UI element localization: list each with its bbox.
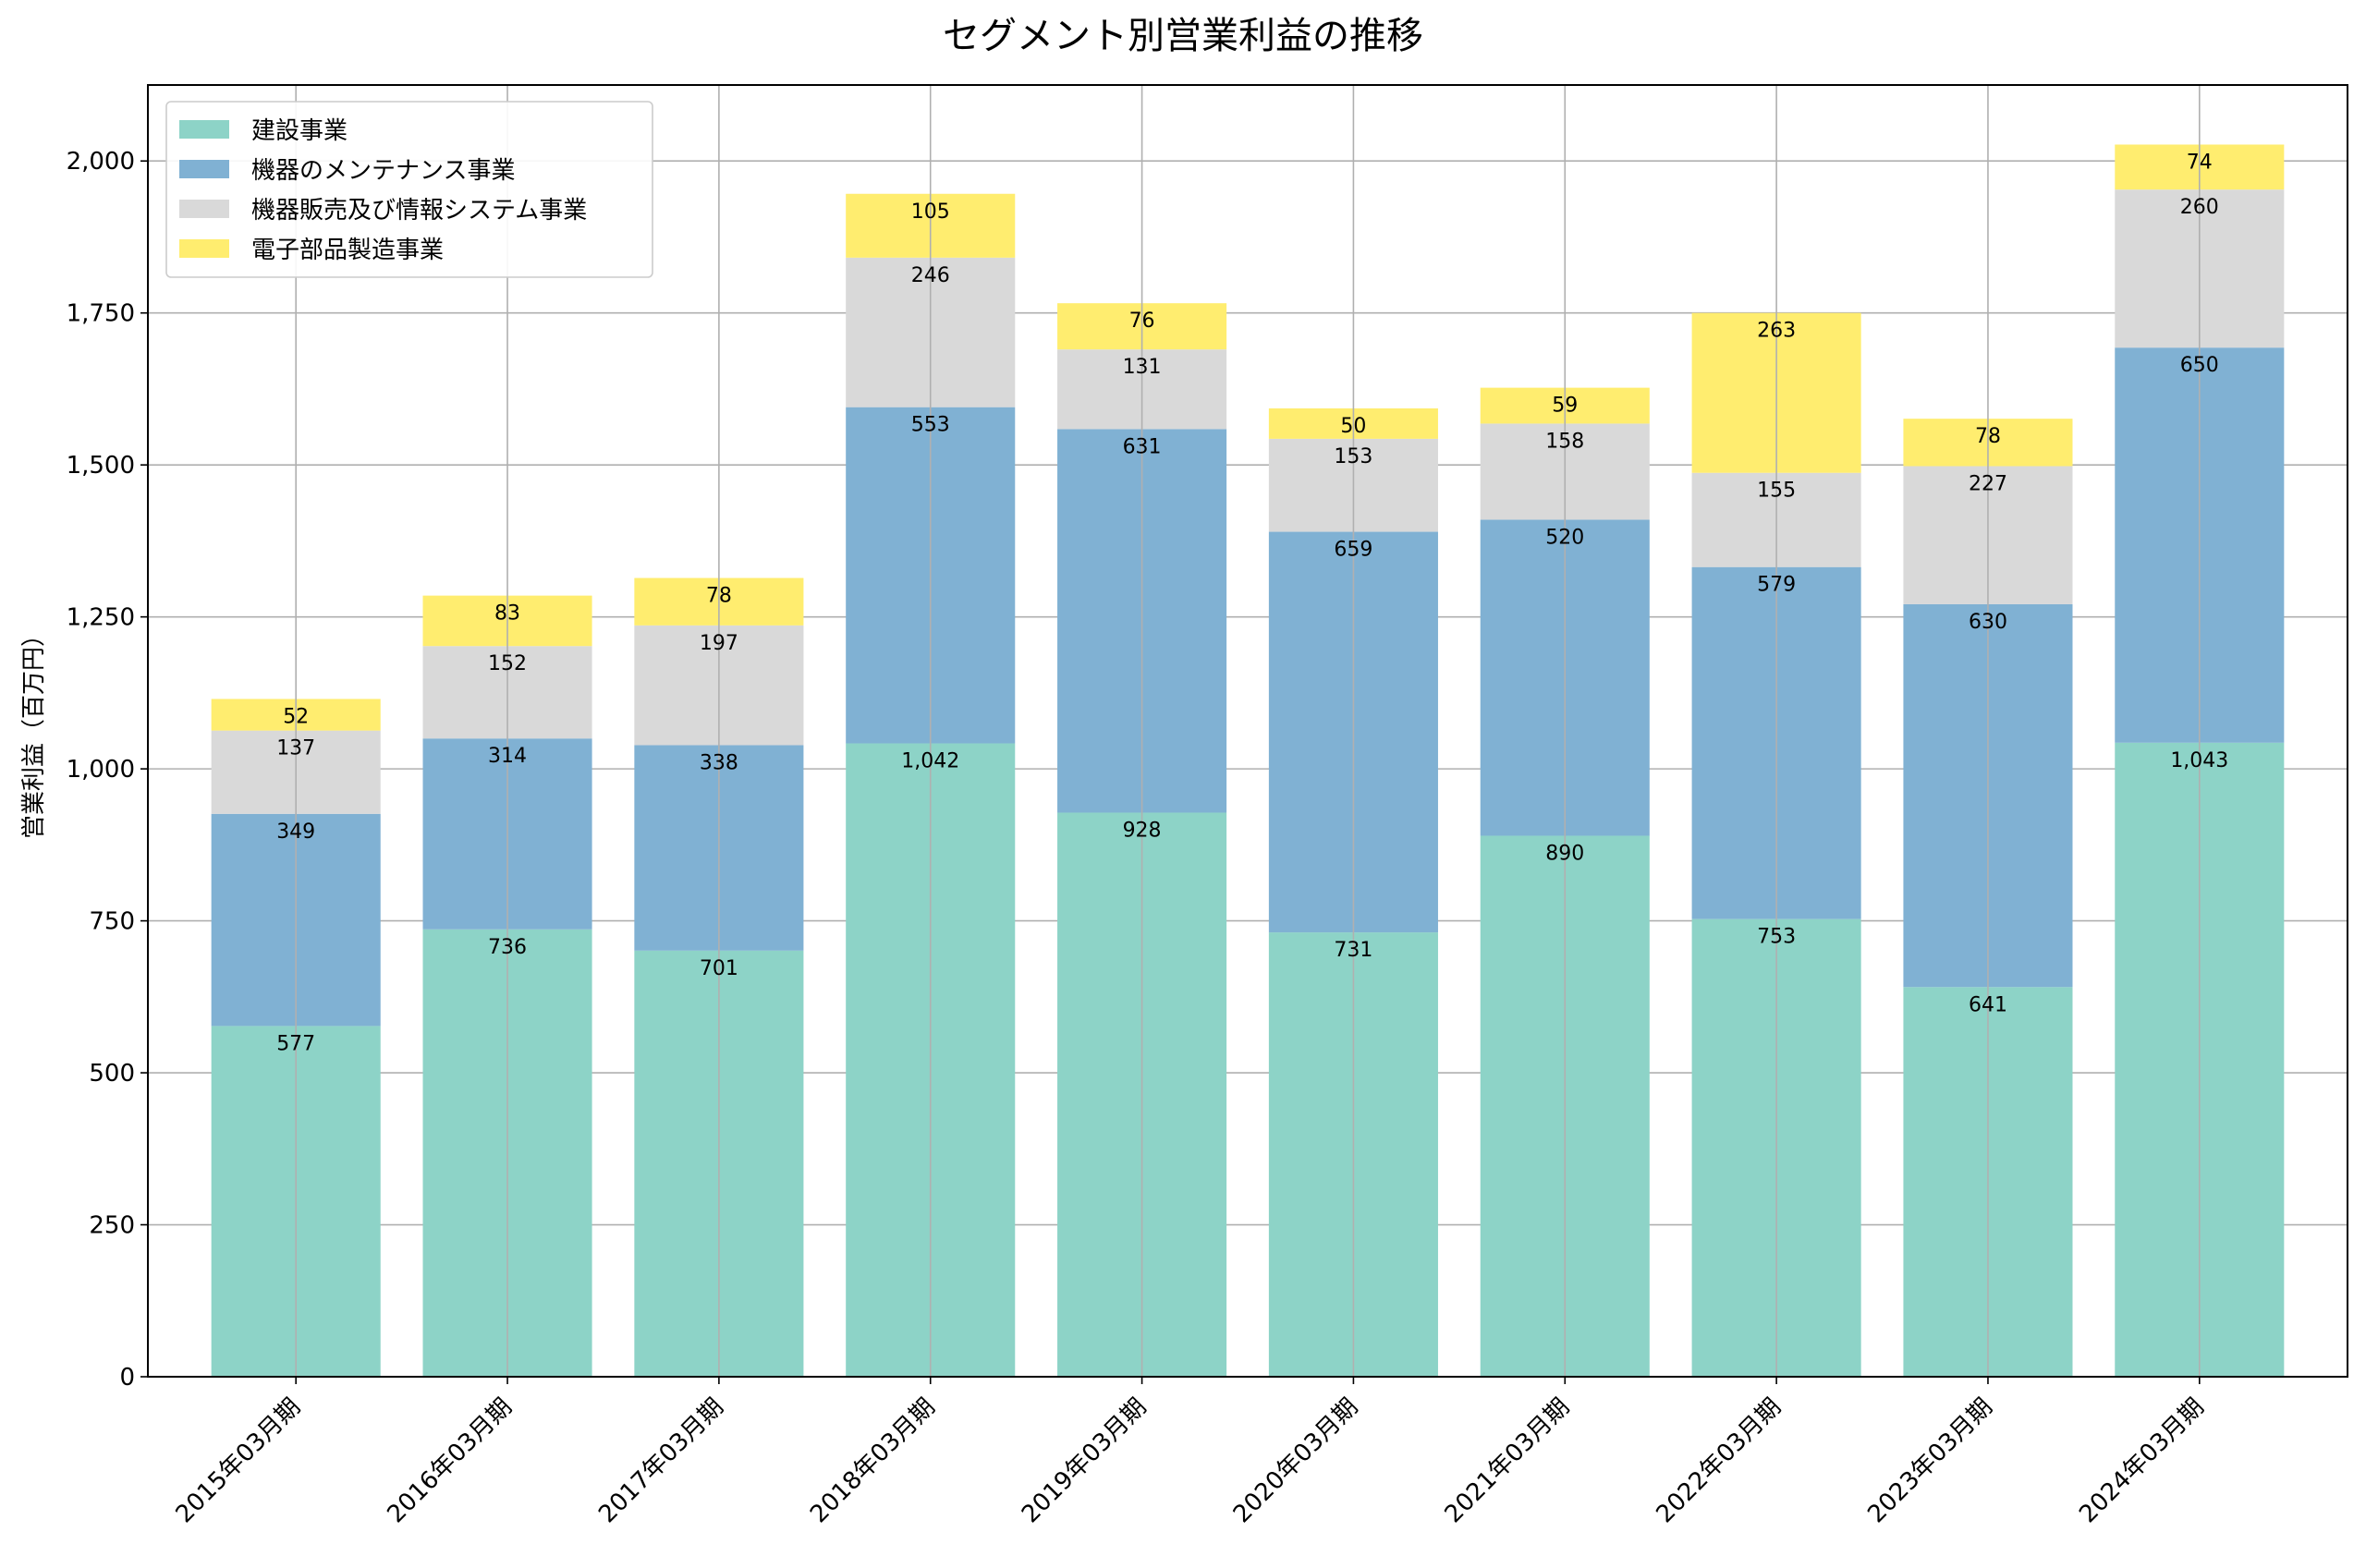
bar-value-label: 928: [1123, 819, 1162, 842]
bar-value-label: 579: [1757, 574, 1796, 597]
x-tick-label: 2017年03月期: [593, 1393, 729, 1529]
x-tick-label: 2015年03月期: [171, 1393, 307, 1529]
bar-value-label: 736: [488, 936, 527, 959]
bar-value-label: 577: [276, 1032, 315, 1055]
bar-value-label: 105: [911, 201, 950, 224]
bar-value-label: 83: [494, 602, 520, 626]
bar-value-label: 659: [1334, 539, 1372, 562]
bar-value-label: 59: [1552, 395, 1578, 418]
bar-value-label: 701: [700, 957, 738, 980]
bar-value-label: 520: [1545, 526, 1584, 549]
chart-title: セグメント別営業利益の推移: [943, 15, 1423, 57]
y-tick-label: 1,250: [67, 604, 135, 632]
bar-value-label: 641: [1969, 993, 2007, 1016]
bar-value-label: 227: [1969, 472, 2007, 495]
x-tick-label: 2024年03月期: [2074, 1393, 2210, 1529]
legend-swatch: [179, 239, 229, 258]
bar-value-label: 78: [1975, 425, 2001, 448]
y-tick-label: 250: [89, 1212, 135, 1240]
bar-value-label: 152: [488, 652, 527, 675]
bar-value-label: 50: [1340, 415, 1366, 438]
plot-frame: [147, 84, 2348, 1378]
legend-label: 機器販売及び情報システム事業: [251, 197, 587, 225]
x-tick-label: 2023年03月期: [1862, 1393, 1998, 1529]
y-tick-label: 2,000: [67, 148, 135, 176]
y-tick-label: 500: [89, 1060, 135, 1088]
y-tick-label: 1,750: [67, 300, 135, 328]
legend-swatch: [179, 120, 229, 139]
y-axis-label: 営業利益（百万円）: [20, 623, 48, 839]
bar-value-label: 76: [1129, 310, 1155, 333]
bar-value-label: 631: [1123, 435, 1162, 458]
bar-value-label: 650: [2180, 354, 2219, 377]
bar-value-label: 137: [276, 737, 315, 760]
legend-label: 建設事業: [251, 117, 348, 145]
bar-value-label: 260: [2180, 196, 2219, 219]
bar-value-label: 1,042: [901, 749, 959, 772]
y-tick-label: 1,000: [67, 756, 135, 784]
bar-value-label: 349: [276, 820, 315, 844]
bar-value-label: 314: [488, 745, 527, 768]
bar-value-label: 74: [2187, 151, 2213, 174]
x-tick-label: 2018年03月期: [805, 1393, 941, 1529]
y-tick-label: 750: [89, 908, 135, 936]
bar-value-label: 52: [283, 705, 309, 728]
x-tick-label: 2019年03月期: [1017, 1393, 1153, 1529]
legend-label: 電子部品製造事業: [251, 237, 444, 264]
data-labels: 577 349 137 52 736 314 152 83 701 338 197 78 1,042 55…: [276, 151, 2228, 1055]
bar-value-label: 155: [1757, 480, 1796, 503]
bar-value-label: 553: [911, 414, 950, 437]
y-tick-label: 1,500: [67, 452, 135, 480]
x-tick-label: 2021年03月期: [1440, 1393, 1576, 1529]
bar-value-label: 131: [1123, 356, 1162, 379]
legend-label: 機器のメンテナンス事業: [251, 157, 515, 185]
bar-value-label: 338: [700, 751, 738, 774]
bar-value-label: 263: [1757, 320, 1796, 343]
legend-swatch: [179, 160, 229, 178]
x-tick-label: 2016年03月期: [382, 1393, 518, 1529]
bar-value-label: 246: [911, 264, 950, 287]
bar-value-label: 731: [1334, 939, 1372, 962]
bar-value-label: 753: [1757, 926, 1796, 949]
x-tick-label: 2022年03月期: [1652, 1393, 1787, 1529]
bar-value-label: 158: [1545, 430, 1584, 453]
x-tick-label: 2020年03月期: [1228, 1393, 1364, 1529]
bar-value-label: 1,043: [2170, 749, 2228, 772]
bar-value-label: 153: [1334, 445, 1372, 468]
y-tick-label: 0: [119, 1364, 135, 1392]
bar-value-label: 890: [1545, 842, 1584, 865]
bar-value-label: 78: [706, 585, 732, 608]
bars: [211, 85, 2285, 1377]
legend-box: [165, 101, 653, 278]
bar-value-label: 630: [1969, 611, 2007, 634]
legend-swatch: [179, 200, 229, 218]
bar-value-label: 197: [700, 632, 738, 655]
